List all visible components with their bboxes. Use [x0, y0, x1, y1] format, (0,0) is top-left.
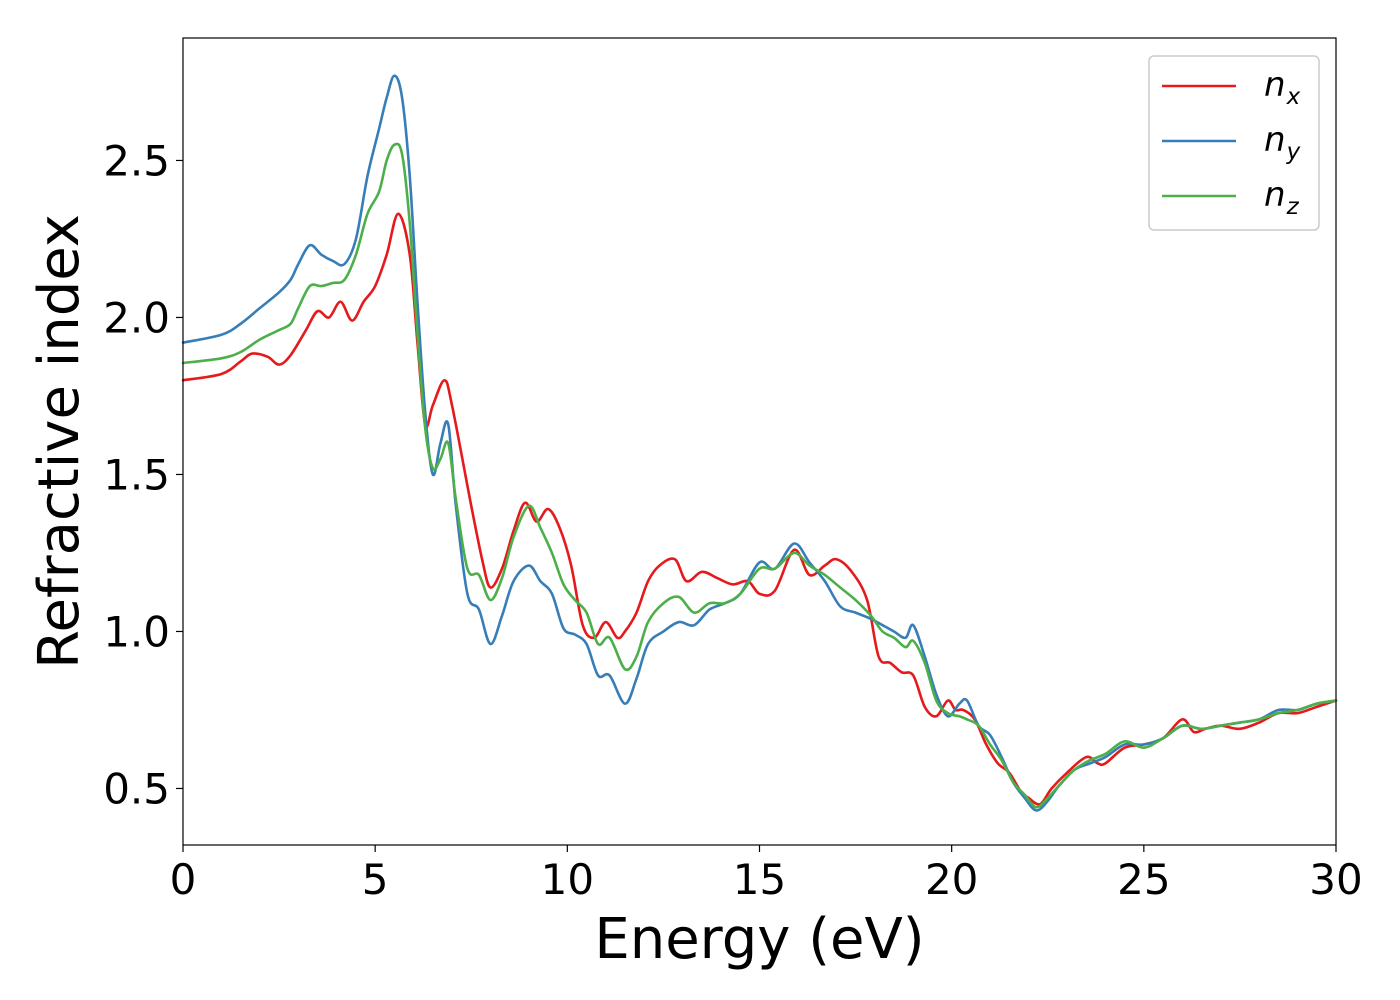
- x-tick-label: 30: [1309, 855, 1362, 904]
- y-tick-label: 2.0: [103, 293, 170, 342]
- legend-label: nx: [1264, 65, 1301, 110]
- plot-area: [183, 38, 1336, 845]
- axes-layer: 0 5 10 15 20 25 30 0.5 1.0 1.5 2.0 2.5: [103, 136, 1363, 904]
- x-tick-label: 0: [170, 855, 197, 904]
- plot-frame: [182, 37, 1337, 846]
- x-tick-label: 15: [733, 855, 786, 904]
- x-tick-label: 20: [925, 855, 978, 904]
- y-tick-label: 0.5: [103, 764, 170, 813]
- legend-box: [1148, 55, 1320, 231]
- y-tick-label: 2.5: [103, 136, 170, 185]
- legend-label-main: n: [1264, 120, 1286, 160]
- legend-label-main: n: [1264, 65, 1286, 105]
- legend-item-z: nz: [1162, 175, 1300, 220]
- series-line-x: [181, 212, 1338, 806]
- x-tick-label: 25: [1117, 855, 1170, 904]
- x-axis-title: Energy (eV): [594, 907, 924, 972]
- legend-item-x: nx: [1162, 65, 1301, 110]
- legend-label-subscript: y: [1286, 139, 1301, 165]
- legend-label: ny: [1264, 120, 1301, 165]
- x-tick-label: 10: [541, 855, 594, 904]
- series-line-z: [181, 142, 1338, 809]
- y-tick-label: 1.0: [103, 607, 170, 656]
- x-tick-label: 5: [362, 855, 389, 904]
- legend-label-subscript: x: [1286, 84, 1301, 110]
- legend-label-subscript: z: [1286, 194, 1300, 220]
- y-tick-label: 1.5: [103, 450, 170, 499]
- series-layer: [181, 74, 1338, 812]
- y-axis-title: Refractive index: [27, 214, 92, 669]
- legend-label: nz: [1264, 175, 1300, 220]
- legend-item-y: ny: [1162, 120, 1301, 165]
- legend-label-main: n: [1264, 175, 1286, 215]
